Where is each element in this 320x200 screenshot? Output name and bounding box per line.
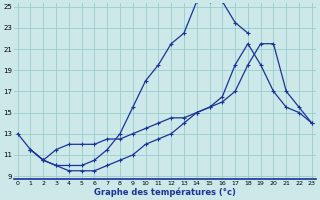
X-axis label: Graphe des températures (°c): Graphe des températures (°c) [94, 187, 236, 197]
